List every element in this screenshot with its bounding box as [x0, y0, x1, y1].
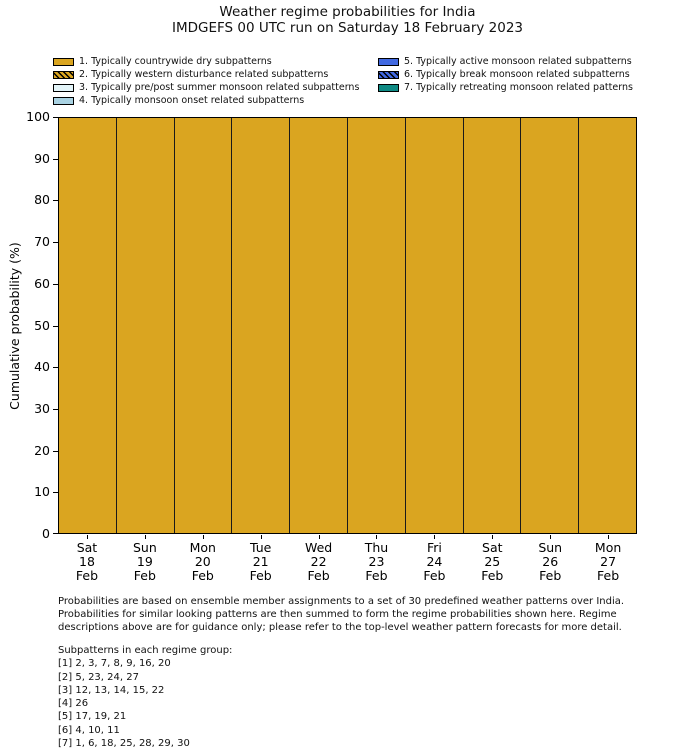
x-tick-label: Mon 20 Feb: [189, 540, 216, 583]
x-tick-mark: [550, 535, 551, 539]
legend-swatch-regime-4-icon: [53, 96, 74, 105]
y-tick-label-20: 20: [34, 442, 50, 458]
x-tick-mark: [434, 535, 435, 539]
y-tick-mark: [53, 325, 58, 327]
y-tick-mark: [53, 158, 58, 160]
stacked-bars: [59, 118, 636, 533]
legend-label-regime-6: 6. Typically break monsoon related subpa…: [404, 69, 630, 80]
legend-swatch-regime-6-icon: [378, 70, 399, 79]
x-tick-label: Mon 27 Feb: [594, 540, 622, 583]
legend-item-regime-6: 6. Typically break monsoon related subpa…: [378, 68, 633, 81]
y-tick-label-40: 40: [34, 359, 50, 375]
x-tick-label: Sun 26 Feb: [538, 540, 563, 583]
x-tick-label: Tue 21 Feb: [249, 540, 272, 583]
y-tick-mark: [53, 283, 58, 285]
y-tick-mark: [53, 242, 58, 244]
legend-label-regime-7: 7. Typically retreating monsoon related …: [404, 82, 633, 93]
x-axis-labels: Sat 18 Feb Sun 19 Feb Mon 20 Feb Tue 21 …: [58, 541, 637, 583]
legend-item-regime-7: 7. Typically retreating monsoon related …: [378, 81, 633, 94]
footnote-line: Probabilities for similar looking patter…: [58, 609, 617, 621]
subpatterns-group-4: [4] 26: [58, 698, 89, 710]
legend-item-regime-2: 2. Typically western disturbance related…: [53, 68, 359, 81]
x-tick-mark: [376, 535, 377, 539]
legend-label-regime-2: 2. Typically western disturbance related…: [79, 69, 329, 80]
y-tick-label-80: 80: [34, 192, 50, 208]
legend-swatch-regime-7-icon: [378, 83, 399, 92]
legend-label-regime-3: 3. Typically pre/post summer monsoon rel…: [79, 82, 360, 93]
legend-item-regime-1: 1. Typically countrywide dry subpatterns: [53, 55, 359, 68]
plot-area: [58, 117, 637, 534]
y-tick-label-30: 30: [34, 400, 50, 416]
bar-mon-20-feb: [173, 118, 232, 533]
y-tick-label-100: 100: [26, 109, 50, 124]
legend-item-regime-3: 3. Typically pre/post summer monsoon rel…: [53, 81, 359, 94]
y-tick-mark: [53, 200, 58, 202]
y-tick-label-10: 10: [34, 484, 50, 500]
y-tick-label-90: 90: [34, 150, 50, 166]
y-tick-label-0: 0: [42, 526, 50, 541]
x-tick-mark: [492, 535, 493, 539]
x-tick-label: Sat 18 Feb: [75, 540, 99, 583]
y-tick-label-60: 60: [34, 275, 50, 291]
x-tick-label: Fri 24 Feb: [423, 540, 446, 583]
bar-sat-18-feb: [59, 118, 116, 533]
legend-label-regime-4: 4. Typically monsoon onset related subpa…: [79, 95, 305, 106]
bar-sun-19-feb: [115, 118, 174, 533]
subpatterns-group-3: [3] 12, 13, 14, 15, 22: [58, 684, 165, 696]
legend-label-regime-5: 5. Typically active monsoon related subp…: [404, 56, 632, 67]
subpatterns-group-1: [1] 2, 3, 7, 8, 9, 16, 20: [58, 658, 171, 670]
x-tick-label: Sat 25 Feb: [481, 540, 504, 583]
bar-sun-26-feb: [520, 118, 579, 533]
y-tick-label-70: 70: [34, 234, 50, 250]
footnote-line: Probabilities are based on ensemble memb…: [58, 596, 625, 607]
y-tick-mark: [53, 367, 58, 369]
bar-thu-23-feb: [346, 118, 405, 533]
footnote: Probabilities are based on ensemble memb…: [58, 595, 698, 635]
x-tick-label: Sun 19 Feb: [132, 540, 157, 583]
subpatterns-group-2: [2] 5, 23, 24, 27: [58, 671, 139, 683]
x-tick-mark: [203, 535, 204, 539]
legend-item-regime-4: 4. Typically monsoon onset related subpa…: [53, 94, 359, 107]
subpatterns-heading: Subpatterns in each regime group:: [58, 645, 233, 656]
legend-label-regime-1: 1. Typically countrywide dry subpatterns: [79, 56, 272, 67]
x-tick-mark: [608, 535, 609, 539]
subpatterns-group-5: [5] 17, 19, 21: [58, 711, 127, 723]
chart-title-line2: IMDGEFS 00 UTC run on Saturday 18 Februa…: [171, 19, 524, 36]
bar-wed-22-feb: [289, 118, 347, 533]
y-tick-mark: [53, 450, 58, 452]
bar-sat-25-feb: [462, 118, 521, 533]
y-tick-mark: [53, 408, 58, 410]
x-tick-mark: [145, 535, 146, 539]
y-tick-label-50: 50: [34, 317, 50, 333]
bar-mon-27-feb: [578, 118, 636, 533]
chart-title-line1: Weather regime probabilities for India: [219, 4, 476, 20]
subpatterns-group-7: [7] 1, 6, 18, 25, 28, 29, 30: [58, 738, 190, 750]
bar-fri-24-feb: [404, 118, 463, 533]
x-tick-mark: [319, 535, 320, 539]
y-tick-mark: [53, 492, 58, 494]
chart-title: Weather regime probabilities for India I…: [0, 4, 695, 36]
x-tick-mark: [261, 535, 262, 539]
subpatterns-list: Subpatterns in each regime group: [1] 2,…: [58, 644, 458, 750]
legend-item-regime-5: 5. Typically active monsoon related subp…: [378, 55, 633, 68]
subpatterns-group-6: [6] 4, 10, 11: [58, 724, 120, 736]
bar-tue-21-feb: [231, 118, 290, 533]
footnote-line: descriptions above are for guidance only…: [58, 622, 622, 634]
legend-swatch-regime-2-icon: [53, 70, 74, 79]
legend-swatch-regime-3-icon: [53, 83, 74, 92]
legend-swatch-regime-5-icon: [378, 57, 399, 66]
x-tick-label: Thu 23 Feb: [364, 540, 389, 583]
legend-swatch-regime-1-icon: [53, 57, 74, 66]
y-tick-mark: [53, 117, 58, 118]
y-tick-mark: [53, 533, 58, 534]
x-tick-mark: [87, 535, 88, 539]
x-tick-label: Wed 22 Feb: [304, 540, 333, 583]
